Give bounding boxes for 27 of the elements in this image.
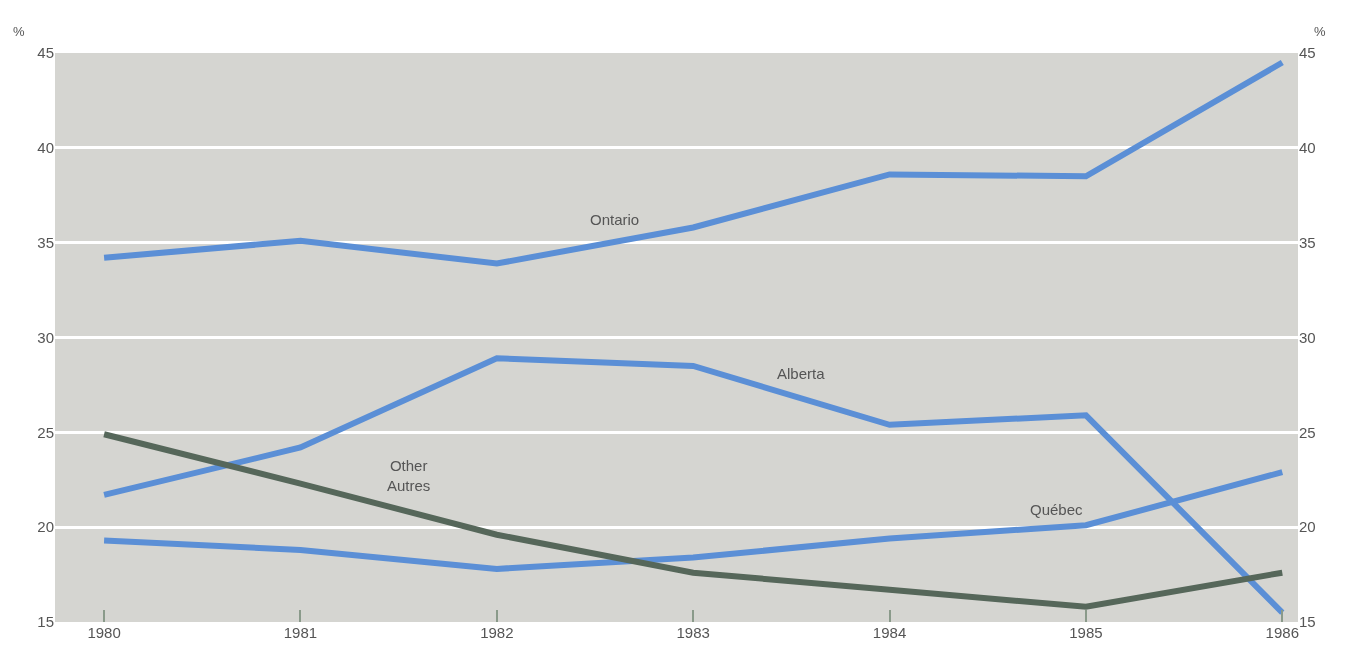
y-tick-label: 30 bbox=[37, 328, 54, 346]
x-tick-label: 1984 bbox=[872, 624, 907, 641]
y2-axis-title: % bbox=[1314, 24, 1326, 39]
y2-tick-label: 35 bbox=[1299, 233, 1316, 251]
y-tick-label: 25 bbox=[37, 423, 54, 441]
y2-tick-label: 40 bbox=[1299, 139, 1316, 157]
y2-tick-label: 45 bbox=[1299, 44, 1316, 62]
y2-tick-label: 25 bbox=[1299, 423, 1316, 441]
series-label: Ontario bbox=[590, 211, 640, 228]
y-tick-label: 45 bbox=[37, 44, 54, 62]
y2-tick-label: 30 bbox=[1299, 328, 1316, 346]
x-tick-label: 1986 bbox=[1265, 624, 1299, 641]
series-label: Other Autres bbox=[387, 457, 431, 494]
y2-tick-label: 20 bbox=[1299, 518, 1316, 536]
series-label: Québec bbox=[1030, 501, 1084, 518]
x-tick-label: 1980 bbox=[87, 624, 121, 641]
y-tick-label: 40 bbox=[37, 139, 54, 157]
x-tick-label: 1983 bbox=[676, 624, 710, 641]
x-tick-label: 1985 bbox=[1069, 624, 1103, 641]
y-tick-label: 15 bbox=[37, 613, 54, 631]
y-tick-label: 20 bbox=[37, 518, 54, 536]
y-tick-label: 35 bbox=[37, 233, 54, 251]
series-label: Alberta bbox=[777, 365, 826, 382]
x-tick-label: 1981 bbox=[283, 624, 318, 641]
y-axis-title: % bbox=[13, 24, 25, 39]
x-tick-label: 1982 bbox=[480, 624, 514, 641]
y2-tick-label: 15 bbox=[1299, 613, 1316, 631]
